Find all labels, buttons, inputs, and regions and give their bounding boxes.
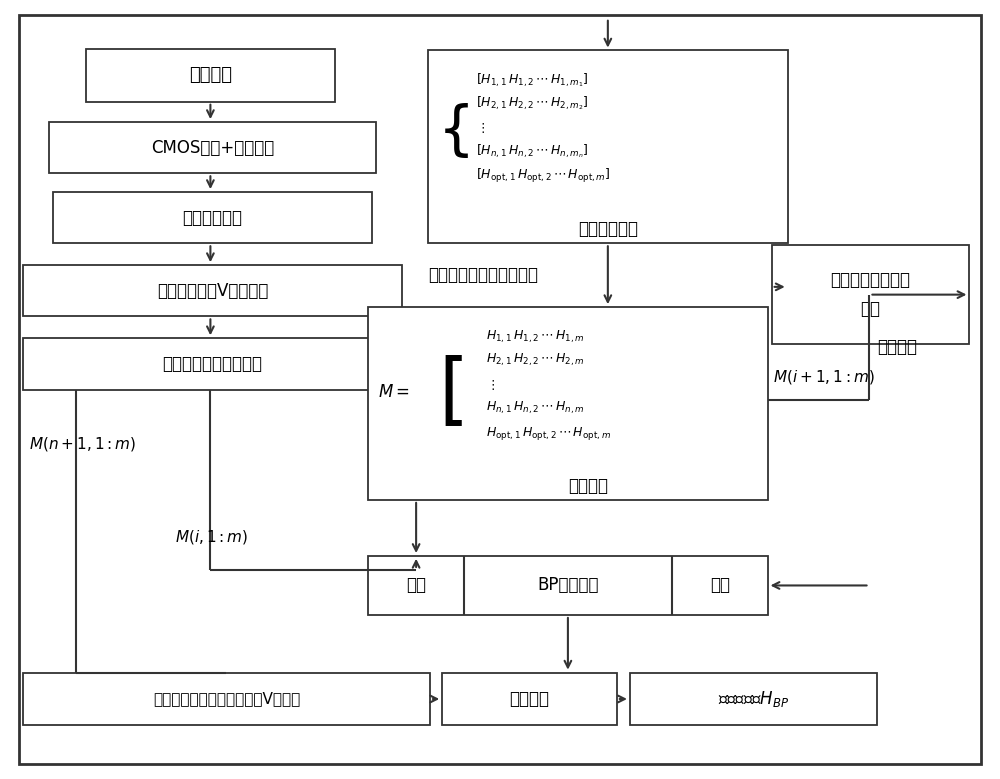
FancyBboxPatch shape — [442, 672, 617, 725]
Text: 均值漂移算法进行聚类: 均值漂移算法进行聚类 — [162, 355, 262, 373]
Text: [: [ — [438, 354, 468, 430]
FancyBboxPatch shape — [23, 265, 402, 316]
Text: 最弱高光图像中高光像素的V通道值: 最弱高光图像中高光像素的V通道值 — [153, 692, 300, 707]
Text: 高光像素集合: 高光像素集合 — [578, 220, 638, 238]
Text: {: { — [438, 103, 475, 160]
FancyBboxPatch shape — [368, 307, 768, 500]
Text: $H_{2,1}\, H_{2,2}\, \cdots\, H_{2,m}$: $H_{2,1}\, H_{2,2}\, \cdots\, H_{2,m}$ — [486, 352, 585, 368]
FancyBboxPatch shape — [19, 15, 981, 764]
Text: $M(n+1,1:m)$: $M(n+1,1:m)$ — [29, 435, 136, 453]
FancyBboxPatch shape — [23, 338, 402, 390]
Text: $[H_{n,1}\, H_{n,2}\, \cdots\, H_{n,m_n}]$: $[H_{n,1}\, H_{n,2}\, \cdots\, H_{n,m_n}… — [476, 143, 588, 160]
Text: 均值漂移算法进行
聚类: 均值漂移算法进行 聚类 — [830, 271, 910, 319]
FancyBboxPatch shape — [428, 51, 788, 243]
Text: 反归一化: 反归一化 — [877, 338, 917, 356]
FancyBboxPatch shape — [86, 49, 335, 102]
Text: 训练结果: 训练结果 — [509, 690, 549, 708]
Text: $H_{\mathrm{opt},1}\, H_{\mathrm{opt},2}\, \cdots\, H_{\mathrm{opt},m}$: $H_{\mathrm{opt},1}\, H_{\mathrm{opt},2}… — [486, 425, 611, 442]
Text: $M(i,1:m)$: $M(i,1:m)$ — [175, 528, 249, 546]
Text: BP神经网络: BP神经网络 — [537, 576, 599, 594]
FancyBboxPatch shape — [630, 672, 877, 725]
FancyBboxPatch shape — [49, 122, 376, 173]
FancyBboxPatch shape — [772, 245, 969, 344]
FancyBboxPatch shape — [23, 672, 430, 725]
Text: 训练矩阵: 训练矩阵 — [568, 477, 608, 495]
Text: $[H_{\mathrm{opt},1}\, H_{\mathrm{opt},2}\, \cdots\, H_{\mathrm{opt},m}]$: $[H_{\mathrm{opt},1}\, H_{\mathrm{opt},2… — [476, 167, 611, 185]
Text: CMOS相机+线偏振片: CMOS相机+线偏振片 — [151, 139, 274, 157]
Text: 白平衡处理后V通道图像: 白平衡处理后V通道图像 — [157, 282, 268, 300]
Text: 输出结果：$H_{BP}$: 输出结果：$H_{BP}$ — [718, 689, 789, 709]
Text: $\vdots$: $\vdots$ — [486, 378, 495, 392]
Text: $H_{n,1}\, H_{n,2}\, \cdots\, H_{n,m}$: $H_{n,1}\, H_{n,2}\, \cdots\, H_{n,m}$ — [486, 400, 585, 416]
FancyBboxPatch shape — [368, 556, 768, 615]
Text: 采样后的高光像素归一化: 采样后的高光像素归一化 — [428, 266, 538, 284]
Text: 偏振图像序列: 偏振图像序列 — [182, 209, 242, 227]
Text: $M=$: $M=$ — [378, 383, 410, 401]
Text: $[H_{2,1}\, H_{2,2}\, \cdots\, H_{2,m_2}]$: $[H_{2,1}\, H_{2,2}\, \cdots\, H_{2,m_2}… — [476, 94, 589, 112]
Text: $[H_{1,1}\, H_{1,2}\, \cdots\, H_{1,m_1}]$: $[H_{1,1}\, H_{1,2}\, \cdots\, H_{1,m_1}… — [476, 71, 589, 89]
FancyBboxPatch shape — [53, 192, 372, 243]
Text: 待测目标: 待测目标 — [189, 66, 232, 84]
Text: $M(i+1,1:m)$: $M(i+1,1:m)$ — [773, 368, 874, 386]
Text: 输入: 输入 — [406, 576, 426, 594]
Text: $\vdots$: $\vdots$ — [476, 122, 485, 136]
Text: 输出: 输出 — [710, 576, 730, 594]
Text: $H_{1,1}\, H_{1,2}\, \cdots\, H_{1,m}$: $H_{1,1}\, H_{1,2}\, \cdots\, H_{1,m}$ — [486, 329, 585, 345]
